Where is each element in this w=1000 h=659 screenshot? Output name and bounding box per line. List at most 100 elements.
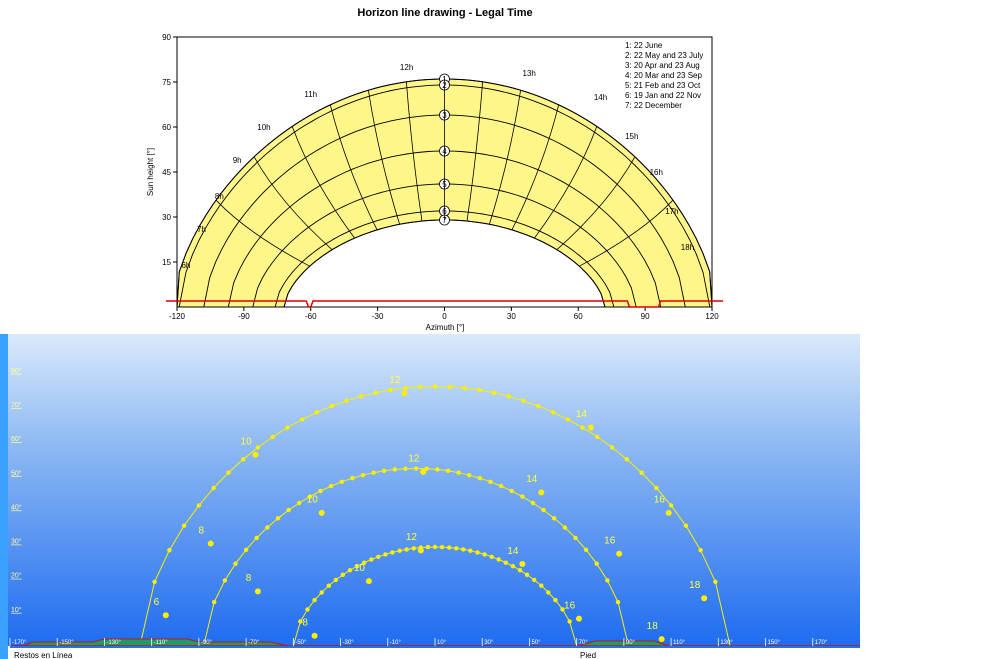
- x-tick-label: -120: [169, 312, 186, 321]
- sun-position-dot: [683, 523, 689, 528]
- hour-dot: [576, 615, 583, 622]
- sun-position-dot: [520, 494, 525, 499]
- hour-line: [215, 199, 310, 267]
- hour-label: 17h: [665, 207, 678, 216]
- chart-title: Horizon line drawing - Legal Time: [357, 7, 532, 19]
- hour-label: 10: [354, 563, 366, 574]
- sun-position-dot: [339, 479, 344, 484]
- sun-position-dot: [312, 597, 317, 603]
- sun-position-dot: [181, 523, 187, 528]
- sun-position-dot: [392, 467, 398, 472]
- sun-position-dot: [432, 544, 438, 550]
- hour-line: [579, 199, 674, 267]
- altitude-tick-label: 50°: [11, 469, 22, 477]
- hour-dot: [658, 636, 665, 643]
- hour-label: 6: [154, 597, 160, 608]
- sun-position-dot: [371, 470, 376, 475]
- sun-position-dot: [456, 470, 461, 475]
- hour-label: 8: [246, 573, 252, 584]
- x-tick-label: 30: [507, 312, 516, 321]
- hour-label: 16: [654, 495, 666, 506]
- sun-path-area: 10° 20° 30° 40° 50° 60° 70° 80° 6 8 10 12 14 16 18 8 10 1…: [9, 367, 860, 648]
- sun-position-dot: [318, 488, 323, 494]
- azimuth-tick-label: -150°: [59, 640, 74, 646]
- sky-edge-strip: [0, 334, 8, 659]
- sun-position-dot: [454, 546, 459, 551]
- hour-label: 7h: [197, 225, 206, 234]
- sun-position-dot: [560, 607, 565, 612]
- sun-position-dot: [297, 500, 302, 506]
- sun-position-dot: [536, 403, 541, 409]
- sun-position-dot: [510, 564, 516, 569]
- sun-position-dot: [254, 535, 259, 541]
- sun-position-dot: [424, 466, 429, 471]
- sun-position-dot: [382, 468, 387, 473]
- azimuth-tick-label: 30°: [484, 640, 494, 646]
- sun-position-dot: [413, 466, 419, 471]
- hour-label: 8: [198, 525, 204, 536]
- legend-entry: 2: 22 May and 23 July: [625, 51, 703, 60]
- azimuth-tick-label: -130°: [106, 640, 121, 646]
- sun-position-dot: [489, 554, 494, 559]
- sun-position-dot: [300, 417, 305, 422]
- sun-position-dot: [488, 479, 493, 484]
- sun-position-dot: [447, 545, 452, 550]
- hour-label: 9h: [233, 156, 242, 165]
- x-tick-label: -30: [372, 312, 384, 321]
- hour-dot: [254, 588, 261, 595]
- sun-position-dot: [530, 500, 536, 506]
- sun-position-dot: [369, 557, 374, 562]
- sun-position-dot: [359, 394, 364, 399]
- hour-label: 15h: [625, 132, 638, 141]
- sun-position-dot: [573, 535, 578, 541]
- altitude-tick-label: 30°: [11, 538, 22, 546]
- legend-entry: 3: 20 Apr and 23 Aug: [625, 61, 700, 70]
- sun-position-dot: [241, 457, 246, 462]
- sun-position-dot: [255, 445, 261, 450]
- x-tick-label: -90: [238, 312, 250, 321]
- sun-position-dot: [376, 554, 381, 559]
- legend-entry: 4: 20 Mar and 23 Sep: [625, 71, 702, 80]
- x-axis-label: Azimuth [°]: [426, 323, 465, 332]
- sun-position-dot: [517, 568, 523, 573]
- sun-position-dot: [265, 525, 270, 530]
- hour-label: 16: [604, 536, 616, 547]
- y-tick-label: 90: [162, 33, 171, 42]
- sun-position-dot: [546, 590, 551, 595]
- y-tick-label: 45: [162, 168, 171, 177]
- y-tick-label: 60: [162, 123, 171, 132]
- hour-line: [534, 126, 598, 239]
- sun-position-dot: [305, 607, 310, 612]
- hour-label: 11h: [304, 90, 317, 99]
- hour-dot: [318, 509, 325, 516]
- azimuth-tick-label: 10°: [437, 640, 447, 646]
- sun-position-dot: [212, 599, 217, 605]
- sun-position-dot: [498, 483, 504, 489]
- sun-position-dot: [233, 561, 238, 566]
- hour-label: 18h: [681, 243, 694, 252]
- sun-position-dot: [360, 473, 366, 478]
- sun-position-dot: [609, 445, 615, 450]
- sun-position-dot: [521, 398, 526, 403]
- sun-position-dot: [583, 547, 589, 552]
- sun-position-dot: [388, 387, 393, 393]
- sun-position-dot: [285, 425, 290, 430]
- legend-entry: 1: 22 June: [625, 41, 663, 50]
- sun-position-dot: [445, 468, 451, 473]
- hour-line: [368, 90, 400, 225]
- sun-position-dot: [196, 503, 202, 508]
- sun-position-dot: [550, 410, 556, 415]
- sun-position-dot: [491, 390, 497, 395]
- legend-entry: 5: 21 Feb and 23 Oct: [625, 81, 701, 90]
- sun-position-dot: [509, 488, 514, 494]
- sun-position-dot: [439, 544, 445, 550]
- sun-position-dot: [411, 546, 416, 551]
- sun-position-dot: [340, 572, 346, 577]
- azimuth-tick-label: -90°: [201, 640, 213, 646]
- hour-label: 16h: [650, 168, 663, 177]
- altitude-tick-label: 20°: [11, 572, 22, 580]
- sun-position-dot: [615, 599, 621, 605]
- hour-dot: [311, 632, 318, 639]
- sun-position-dot: [467, 473, 472, 478]
- sun-position-dot: [425, 544, 431, 550]
